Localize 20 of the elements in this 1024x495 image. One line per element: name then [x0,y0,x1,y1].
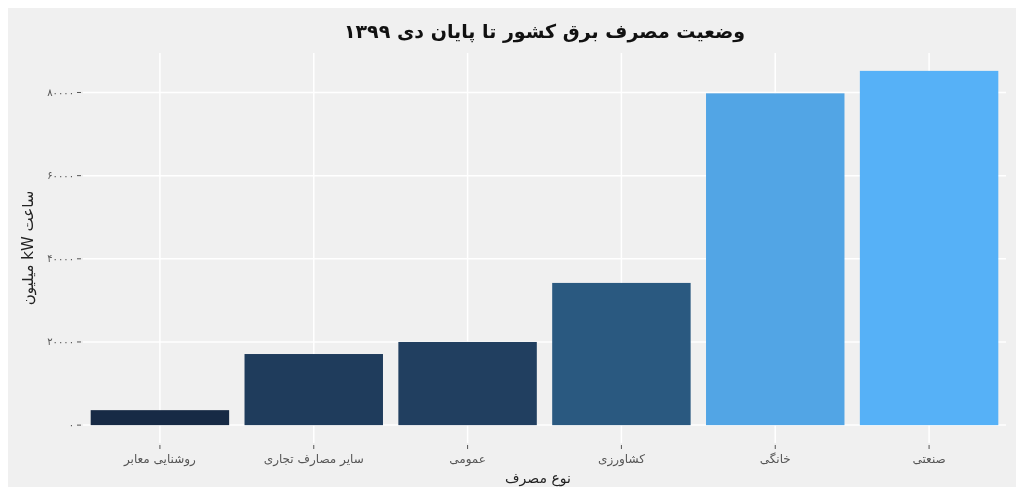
bar [244,354,383,426]
y-tick-label: ۶۰۰۰۰ [47,169,74,181]
y-axis-title: میلیون kW ساعت [19,190,37,306]
y-tick-label: ۴۰۰۰۰ [47,253,74,265]
chart-title: وضعیت مصرف برق کشور تا پایان دی ۱۳۹۹ [343,20,746,43]
y-tick-label: ۲۰۰۰۰ [47,336,74,348]
bar [706,93,845,426]
x-tick-label: روشنایی معابر [122,452,197,467]
x-tick-label: صنعتی [912,452,946,466]
x-tick-label: سایر مصارف تجاری [263,452,364,467]
bar [90,410,230,426]
bar [552,282,691,426]
x-tick-label: کشاورزی [597,452,646,467]
x-tick-label: خانگی [759,452,791,466]
x-tick-label: عمومی [449,452,486,467]
y-tick-label: ۸۰۰۰۰ [47,86,74,98]
bar [859,70,999,426]
x-axis-title: نوع مصرف [505,470,571,487]
bar [398,341,537,426]
y-tick-label: ۰ [68,419,74,431]
